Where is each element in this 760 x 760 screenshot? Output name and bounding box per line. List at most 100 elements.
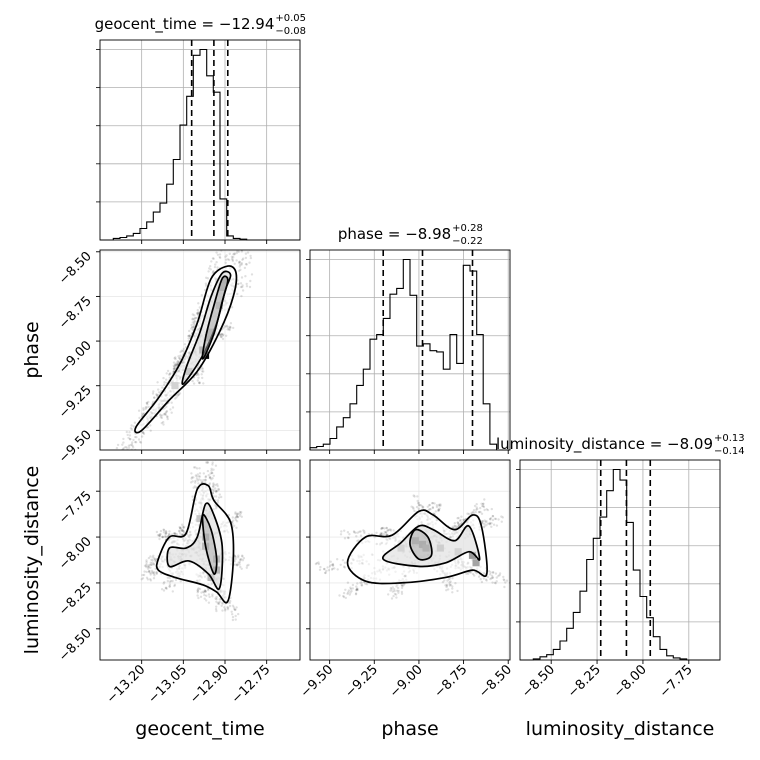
sample-point	[127, 451, 129, 453]
sample-point	[485, 508, 488, 511]
sample-point	[225, 324, 229, 327]
sample-point	[237, 554, 240, 557]
sample-point	[134, 435, 137, 439]
sample-point	[431, 502, 434, 505]
sample-point	[422, 506, 425, 509]
sample-point	[470, 511, 473, 514]
sample-point	[137, 438, 141, 441]
sample-point	[176, 360, 179, 363]
sample-point	[242, 557, 246, 560]
xtick-label-geocent_time-0: −13.20	[104, 662, 149, 707]
sample-point	[197, 373, 200, 377]
sample-point	[435, 504, 439, 507]
sample-point	[200, 294, 203, 297]
sample-point	[201, 370, 204, 373]
sample-point	[385, 526, 388, 530]
sample-point	[220, 335, 223, 339]
sample-point	[241, 284, 244, 287]
sample-point	[129, 443, 132, 447]
sample-point	[462, 518, 465, 521]
sample-point	[173, 584, 176, 588]
sample-point	[489, 571, 492, 574]
sample-point	[158, 534, 162, 538]
sample-point	[197, 313, 200, 316]
sample-point	[236, 292, 239, 296]
sample-point	[196, 479, 199, 482]
sample-point	[244, 275, 247, 278]
sample-point	[493, 517, 497, 520]
sample-point	[193, 320, 196, 323]
sample-point	[241, 285, 244, 289]
sample-point	[380, 527, 383, 531]
sample-point	[164, 532, 168, 535]
sample-point	[179, 526, 182, 530]
sample-point	[121, 443, 124, 446]
sample-point	[172, 364, 175, 367]
sample-point	[246, 564, 249, 567]
sample-point	[145, 402, 149, 405]
sample-point	[202, 382, 205, 385]
sample-point	[433, 502, 436, 505]
sample-point	[193, 317, 197, 320]
sample-point	[390, 588, 393, 591]
sample-point	[448, 581, 451, 584]
sample-point	[225, 325, 228, 328]
sample-point	[362, 529, 365, 532]
sample-point	[178, 532, 182, 535]
sample-point	[502, 575, 505, 579]
sample-point	[431, 501, 435, 505]
sample-point	[484, 520, 487, 524]
sample-point	[346, 591, 350, 594]
sample-point	[145, 401, 149, 404]
sample-point	[150, 569, 154, 572]
sample-point	[195, 373, 198, 377]
sample-point	[481, 519, 484, 523]
sample-point	[453, 522, 456, 525]
sample-point	[226, 328, 229, 331]
sample-point	[198, 472, 202, 475]
sample-point	[232, 326, 235, 330]
xtick-label-luminosity_distance-2: −8.00	[611, 662, 650, 701]
sample-point	[238, 561, 241, 564]
sample-point	[489, 518, 492, 521]
sample-point	[482, 504, 485, 508]
sample-point	[238, 563, 241, 566]
sample-point	[379, 532, 382, 535]
sample-point	[165, 530, 168, 533]
sample-point	[346, 531, 350, 534]
sample-point	[162, 420, 165, 424]
sample-point	[229, 599, 232, 603]
sample-point	[482, 502, 485, 505]
sample-point	[163, 535, 167, 538]
sample-point	[145, 576, 149, 579]
sample-point	[189, 481, 193, 484]
sample-point	[341, 559, 345, 562]
sample-point	[115, 446, 119, 450]
sample-point	[172, 361, 176, 364]
sample-point	[438, 503, 441, 506]
sample-point	[247, 563, 250, 567]
sample-point	[151, 556, 154, 559]
sample-point	[152, 562, 155, 566]
sample-point	[208, 476, 211, 480]
sample-point	[212, 474, 215, 477]
sample-point	[208, 482, 212, 485]
sample-point	[155, 394, 159, 397]
sample-point	[413, 495, 416, 498]
sample-point	[187, 337, 190, 340]
sample-point	[205, 594, 208, 597]
sample-point	[205, 461, 208, 464]
sample-point	[354, 531, 357, 534]
sample-point	[483, 498, 486, 501]
sample-point	[168, 585, 171, 588]
sample-point	[248, 261, 251, 264]
sample-point	[172, 367, 175, 371]
sample-point	[234, 518, 237, 522]
sample-point	[214, 597, 217, 600]
sample-point	[224, 255, 227, 258]
sample-point	[234, 556, 237, 559]
sample-point	[164, 535, 167, 538]
sample-point	[234, 618, 237, 621]
sample-point	[215, 261, 218, 264]
sample-point	[202, 370, 205, 373]
